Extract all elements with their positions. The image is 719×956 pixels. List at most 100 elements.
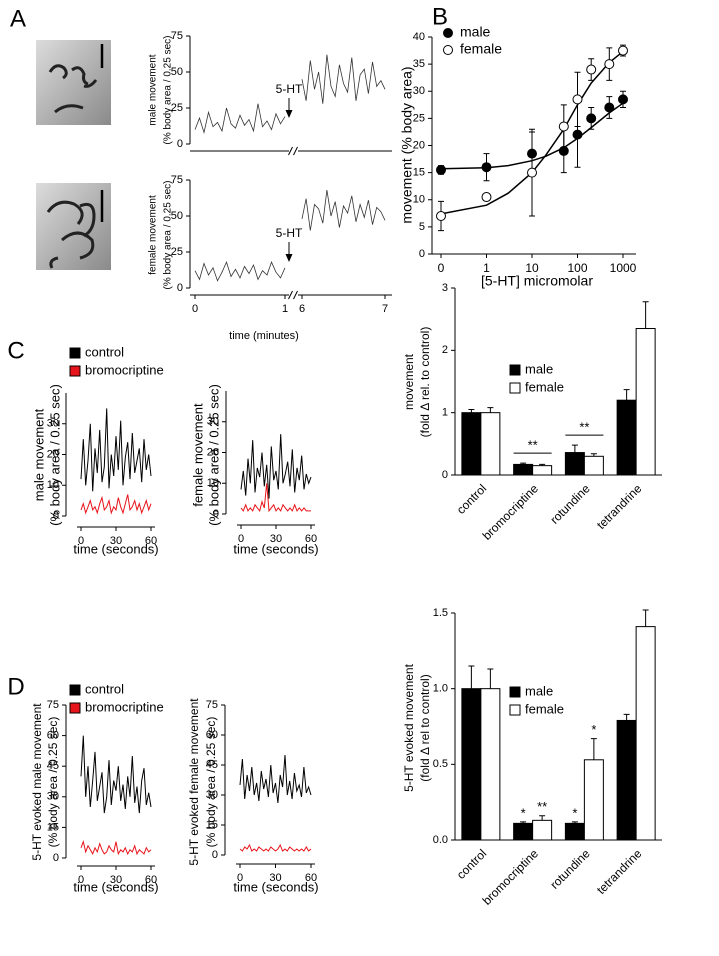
y-axis-label: (% body area / 0.25 sec) [163,181,174,290]
y-tick-label: 10 [47,479,59,491]
y-tick-label: 0 [213,508,219,520]
significance: * [591,722,596,737]
y-tick-label: 0 [419,248,425,260]
legend-label: female [525,379,564,394]
y-axis-label: female movement [190,403,205,507]
y-axis-label: movement (% body area) [399,66,415,223]
legend-label: bromocriptine [85,362,164,377]
x-tick-label: 6 [299,303,305,315]
axis-break [288,146,298,156]
panel-label: D [7,673,24,700]
error-bar [642,609,649,627]
legend-label: control [85,681,124,696]
error-bar [623,713,630,721]
x-tick-label: 30 [110,535,122,547]
y-tick-label: 15 [413,167,425,179]
x-tick-label: 30 [270,533,282,545]
data-point [618,45,628,56]
y-tick-label: 25 [171,246,183,258]
legend-swatch [509,382,521,394]
y-tick-label: 3 [442,282,448,294]
y-tick-label: 10 [207,477,219,489]
y-axis-label: movement [402,353,416,410]
x-tick-label: 0 [438,261,445,275]
data-point [527,167,537,178]
y-tick-label: 1 [442,407,448,419]
y-tick-label: 0.0 [433,834,448,846]
x-axis-label: time (seconds) [73,541,158,556]
bar [513,463,534,476]
bar [616,719,637,841]
error-bar [468,409,475,413]
y-tick-label: 45 [206,759,218,771]
worm-image-male [36,40,111,125]
x-tick-label: 30 [269,872,281,884]
y-tick-label: 60 [206,729,218,741]
x-tick-label: tetrandrine [594,846,645,897]
annotation-arrowhead [285,110,293,118]
x-tick-label: rotundine [547,481,593,527]
y-tick-label: 35 [413,58,425,70]
x-tick-label: 1000 [610,261,637,275]
x-tick-label: tetrandrine [594,481,645,532]
y-tick-label: 75 [171,174,183,186]
data-point [436,164,446,175]
error-bar [590,738,597,760]
y-tick-label: 1.5 [433,607,448,619]
y-axis-label: male movement [31,408,46,501]
trace [301,54,386,104]
x-tick-label: control [454,846,489,881]
data-point [558,121,569,132]
y-axis-label: (% body area / 0.25 sec) [163,36,174,145]
y-tick-label: 0 [53,510,59,522]
legend-marker [443,28,453,38]
bar [635,626,656,841]
x-tick-label: bromocriptine [480,481,542,543]
legend-swatch [509,704,521,716]
bar [532,465,553,476]
error-bar [487,407,494,413]
x-axis-label: [5-HT] micromolar [481,273,593,289]
x-tick-label: 7 [382,303,388,315]
annotation-arrowhead [285,254,293,262]
x-tick-label: 0 [192,303,198,315]
trace [301,190,386,231]
y-tick-label: 15 [47,821,59,833]
x-tick-label: 0 [78,535,84,547]
x-tick-label: 10 [525,261,539,275]
trace [80,839,152,856]
error-bar [623,389,630,401]
x-axis-label: time (minutes) [229,330,299,342]
data-point [572,129,583,140]
x-tick-label: 0 [237,872,243,884]
y-tick-label: 75 [47,699,59,711]
y-tick-label: 60 [47,730,59,742]
trace [194,103,286,135]
trace [80,735,152,814]
y-tick-label: 0 [177,282,183,294]
data-point [604,59,615,70]
significance: ** [579,420,589,435]
y-tick-label: 45 [47,760,59,772]
y-axis-label: 5-HT evoked male movement [30,703,44,861]
y-tick-label: 20 [207,446,219,458]
trace [239,754,312,804]
x-tick-label: 60 [305,533,317,545]
y-tick-label: 50 [171,210,183,222]
y-tick-label: 0 [177,138,183,150]
panel-label: A [10,5,26,32]
y-tick-label: 25 [413,112,425,124]
y-tick-label: 30 [47,418,59,430]
worm-image-female [36,183,111,270]
bar [583,759,604,841]
legend-marker [443,45,453,55]
legend-swatch [69,365,81,377]
y-axis-label: 5-HT evoked female movement [187,698,201,866]
x-tick-label: 60 [145,535,157,547]
bar [583,455,604,476]
trace [194,260,286,282]
data-point [481,162,492,173]
legend-swatch [69,702,81,714]
data-point [572,94,583,105]
